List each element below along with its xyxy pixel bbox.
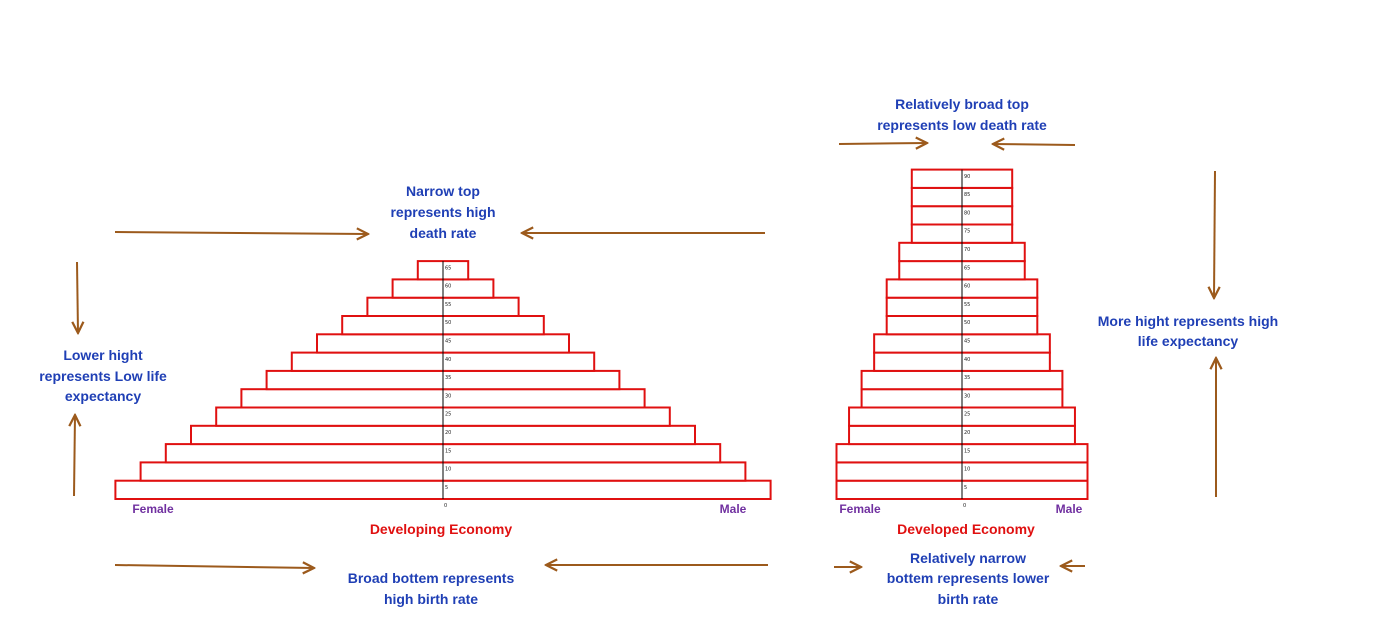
- annotation-broad-top: Relatively broad top represents low deat…: [877, 96, 1047, 133]
- developed-zero-label: 0: [963, 503, 966, 509]
- annotation-low-height: Lower hight represents Low life expectan…: [39, 347, 167, 404]
- developing-age-tick-50: 50: [445, 320, 451, 326]
- annotation-more-height: More hight represents high life expectan…: [1098, 313, 1278, 349]
- developing-economy-title: Developing Economy: [370, 521, 513, 537]
- narrow-bottom-line-1: Relatively narrow: [910, 550, 1026, 566]
- developing-economy-pyramid: 5 10 15 20 25 30 35 40 45 50 55 60 65 0: [114, 260, 772, 509]
- developed-age-tick-55: 55: [964, 302, 970, 308]
- narrow-bottom-line-2: bottem represents lower: [887, 570, 1050, 586]
- developing-age-tick-55: 55: [445, 302, 451, 308]
- developed-age-tick-90: 90: [964, 174, 970, 180]
- developing-age-tick-20: 20: [445, 430, 451, 436]
- arrow-broad-bottom-left: [114, 565, 314, 568]
- developed-age-tick-5: 5: [964, 485, 967, 491]
- developing-male-label: Male: [720, 502, 747, 516]
- arrow-low-height-up: [74, 415, 75, 497]
- developing-age-tick-40: 40: [445, 357, 451, 363]
- developing-age-tick-30: 30: [445, 393, 451, 399]
- arrow-more-height-down: [1214, 170, 1215, 298]
- developed-age-tick-40: 40: [964, 357, 970, 363]
- broad-bottom-line-1: Broad bottem represents: [348, 570, 515, 586]
- arrow-narrow-top-left: [114, 232, 368, 234]
- low-height-line-3: expectancy: [65, 388, 141, 404]
- developed-age-tick-50: 50: [964, 320, 970, 326]
- narrow-top-line-2: represents high: [390, 204, 495, 220]
- broad-bottom-line-2: high birth rate: [384, 591, 478, 607]
- developing-age-tick-60: 60: [445, 284, 451, 290]
- more-height-line-2: life expectancy: [1138, 333, 1239, 349]
- arrows: [74, 143, 1216, 568]
- developed-age-tick-10: 10: [964, 467, 970, 473]
- developing-female-label: Female: [132, 502, 174, 516]
- narrow-top-line-1: Narrow top: [406, 183, 480, 199]
- developed-age-tick-35: 35: [964, 375, 970, 381]
- developing-age-tick-35: 35: [445, 375, 451, 381]
- developed-male-label: Male: [1056, 502, 1083, 516]
- more-height-line-1: More hight represents high: [1098, 313, 1278, 329]
- developed-age-tick-80: 80: [964, 210, 970, 216]
- developing-age-tick-5: 5: [445, 485, 448, 491]
- developed-age-tick-20: 20: [964, 430, 970, 436]
- developed-age-tick-60: 60: [964, 284, 970, 290]
- narrow-bottom-line-3: birth rate: [938, 591, 999, 607]
- low-height-line-2: represents Low life: [39, 368, 167, 384]
- developed-economy-title: Developed Economy: [897, 521, 1035, 537]
- developed-age-tick-65: 65: [964, 265, 970, 271]
- developed-age-tick-30: 30: [964, 393, 970, 399]
- low-height-line-1: Lower hight: [63, 347, 143, 363]
- developed-age-tick-45: 45: [964, 338, 970, 344]
- developed-economy-pyramid: 5 10 15 20 25 30 35 40 45 50 55 60 65 70 75 80 85 90 0: [835, 168, 1089, 509]
- developed-age-tick-75: 75: [964, 229, 970, 235]
- developed-age-tick-85: 85: [964, 192, 970, 198]
- annotation-narrow-top: Narrow top represents high death rate: [390, 183, 495, 241]
- developed-age-tick-25: 25: [964, 412, 970, 418]
- developing-zero-label: 0: [444, 503, 447, 509]
- developing-age-tick-45: 45: [445, 338, 451, 344]
- arrow-low-height-down: [77, 261, 78, 333]
- broad-top-line-1: Relatively broad top: [895, 96, 1029, 112]
- developing-age-tick-25: 25: [445, 412, 451, 418]
- developed-age-tick-15: 15: [964, 448, 970, 454]
- developed-age-tick-70: 70: [964, 247, 970, 253]
- arrow-broad-top-left: [838, 143, 927, 144]
- developing-age-tick-65: 65: [445, 265, 451, 271]
- narrow-top-line-3: death rate: [410, 225, 477, 241]
- annotation-broad-bottom: Broad bottem represents high birth rate: [348, 570, 515, 607]
- annotation-narrow-bottom: Relatively narrow bottem represents lowe…: [887, 550, 1050, 607]
- developing-age-tick-15: 15: [445, 448, 451, 454]
- developing-age-tick-10: 10: [445, 467, 451, 473]
- developed-female-label: Female: [839, 502, 881, 516]
- broad-top-line-2: represents low death rate: [877, 117, 1047, 133]
- arrow-broad-top-right: [993, 144, 1076, 145]
